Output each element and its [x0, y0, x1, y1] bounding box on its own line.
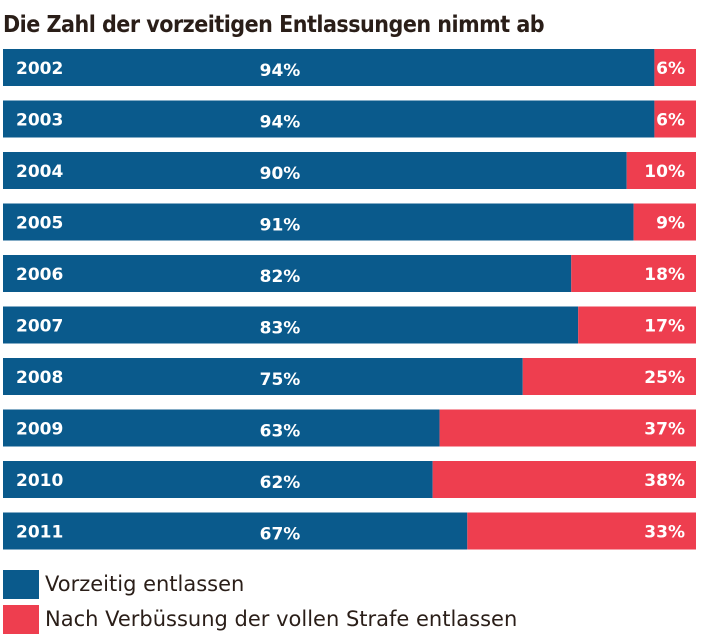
- bar-full-2003: [654, 100, 696, 138]
- year-label: 2008: [16, 368, 63, 388]
- value-label-early: 62%: [260, 473, 301, 493]
- legend-label-early: Vorzeitig entlassen: [45, 572, 245, 596]
- year-label: 2004: [16, 162, 63, 182]
- value-label-full: 17%: [644, 317, 685, 337]
- value-label-early: 94%: [260, 61, 301, 81]
- year-label: 2002: [16, 59, 63, 79]
- bar-early-2006: [3, 255, 572, 292]
- value-label-early: 94%: [260, 113, 301, 133]
- bar-full-2007: [578, 306, 696, 344]
- legend-item-early: Vorzeitig entlassen: [3, 569, 244, 599]
- year-label: 2006: [16, 265, 63, 285]
- value-label-full: 25%: [644, 368, 685, 388]
- value-label-full: 37%: [644, 420, 685, 440]
- year-label: 2005: [16, 214, 63, 234]
- bar-full-2008: [522, 358, 696, 395]
- year-label: 2009: [16, 420, 63, 440]
- value-label-early: 63%: [260, 422, 301, 442]
- legend-swatch-early: [3, 569, 39, 599]
- bar-early-2004: [3, 152, 627, 189]
- chart-title: Die Zahl der vorzeitigen Entlassungen ni…: [3, 12, 545, 38]
- year-label: 2007: [16, 317, 63, 337]
- bar-early-2009: [3, 409, 440, 447]
- bar-full-2009: [439, 409, 696, 447]
- bar-full-2011: [467, 512, 696, 550]
- bar-early-2003: [3, 100, 655, 138]
- bar-full-2005: [633, 203, 696, 241]
- year-label: 2010: [16, 471, 63, 491]
- bar-early-2011: [3, 512, 468, 550]
- value-label-early: 67%: [260, 525, 301, 545]
- value-label-full: 18%: [644, 265, 685, 285]
- legend-item-full: Nach Verbüssung der vollen Strafe entlas…: [3, 604, 517, 634]
- value-label-early: 90%: [260, 164, 301, 184]
- bar-early-2002: [3, 49, 655, 86]
- stacked-bar-chart: 2002 94% 6% 2003 94% 6% 2004 90% 10% 2005 91% 9% 200…: [3, 49, 696, 550]
- bar-full-2002: [654, 49, 696, 86]
- value-label-full: 33%: [644, 523, 685, 543]
- year-label: 2011: [16, 523, 63, 543]
- bar-early-2005: [3, 203, 634, 241]
- value-label-early: 91%: [260, 216, 301, 236]
- value-label-full: 9%: [656, 214, 685, 234]
- value-label-early: 83%: [260, 319, 301, 339]
- value-label-full: 6%: [656, 59, 685, 79]
- legend-label-full: Nach Verbüssung der vollen Strafe entlas…: [45, 607, 518, 631]
- bar-full-2006: [571, 255, 696, 292]
- value-label-full: 10%: [644, 162, 685, 182]
- year-label: 2003: [16, 111, 63, 131]
- bar-early-2010: [3, 461, 433, 498]
- bar-early-2007: [3, 306, 579, 344]
- value-label-early: 75%: [260, 370, 301, 390]
- value-label-full: 38%: [644, 471, 685, 491]
- bar-early-2008: [3, 358, 523, 395]
- bar-full-2004: [626, 152, 696, 189]
- legend-swatch-full: [3, 604, 39, 634]
- value-label-early: 82%: [260, 267, 301, 287]
- value-label-full: 6%: [656, 111, 685, 131]
- bar-full-2010: [432, 461, 696, 498]
